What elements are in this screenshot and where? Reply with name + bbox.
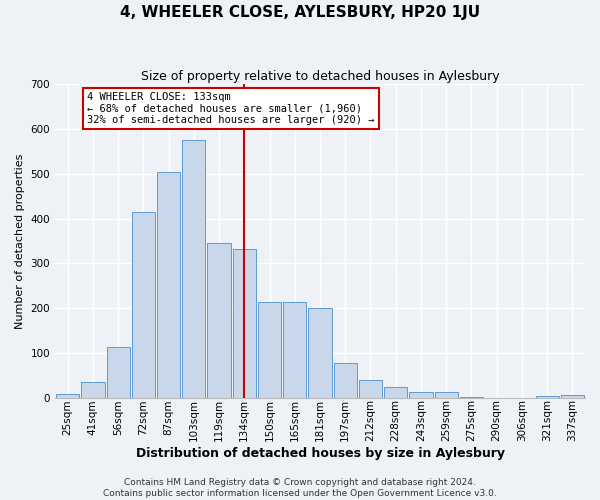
Bar xyxy=(334,362,357,398)
Bar xyxy=(157,172,180,398)
Text: 4, WHEELER CLOSE, AYLESBURY, HP20 1JU: 4, WHEELER CLOSE, AYLESBURY, HP20 1JU xyxy=(120,5,480,20)
Bar xyxy=(56,394,79,398)
Bar xyxy=(258,302,281,398)
X-axis label: Distribution of detached houses by size in Aylesbury: Distribution of detached houses by size … xyxy=(136,447,505,460)
Bar xyxy=(283,302,307,398)
Bar xyxy=(384,386,407,398)
Y-axis label: Number of detached properties: Number of detached properties xyxy=(15,154,25,328)
Bar xyxy=(208,244,230,398)
Bar xyxy=(132,212,155,398)
Text: Contains HM Land Registry data © Crown copyright and database right 2024.
Contai: Contains HM Land Registry data © Crown c… xyxy=(103,478,497,498)
Bar xyxy=(561,395,584,398)
Bar xyxy=(409,392,433,398)
Bar xyxy=(434,392,458,398)
Bar xyxy=(233,248,256,398)
Bar xyxy=(460,396,483,398)
Text: 4 WHEELER CLOSE: 133sqm
← 68% of detached houses are smaller (1,960)
32% of semi: 4 WHEELER CLOSE: 133sqm ← 68% of detache… xyxy=(87,92,374,125)
Bar xyxy=(359,380,382,398)
Bar xyxy=(536,396,559,398)
Bar xyxy=(107,348,130,398)
Bar xyxy=(182,140,205,398)
Bar xyxy=(81,382,104,398)
Bar xyxy=(308,308,332,398)
Title: Size of property relative to detached houses in Aylesbury: Size of property relative to detached ho… xyxy=(141,70,499,83)
